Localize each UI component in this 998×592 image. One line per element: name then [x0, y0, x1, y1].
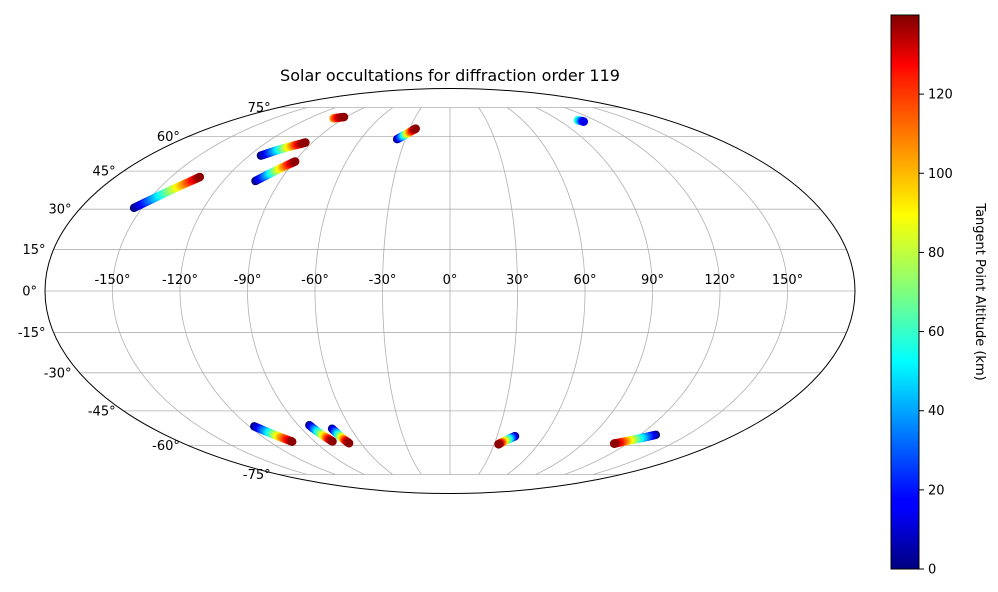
meridian-line — [478, 107, 518, 475]
colorbar-ticks: 0 20 40 60 80 100 120 — [919, 88, 953, 578]
meridian-line — [179, 107, 336, 475]
latitude-tick-label: -15° — [18, 326, 46, 341]
occultation-track — [251, 157, 300, 186]
graticule — [45, 107, 855, 475]
latitude-tick-label: -45° — [88, 404, 116, 419]
latitude-tick-label: -60° — [152, 439, 180, 454]
longitude-tick-label: -30° — [369, 273, 397, 288]
latitude-tick-label: -30° — [44, 366, 72, 381]
data-point — [494, 440, 503, 449]
meridian-line — [112, 107, 308, 475]
occultation-track — [250, 422, 297, 446]
occultation-track — [329, 112, 349, 123]
meridian-line — [535, 107, 653, 475]
map-boundary — [44, 88, 856, 494]
meridian-line — [506, 107, 586, 475]
colorbar-gradient — [890, 14, 920, 570]
latitude-tick-label: 75° — [248, 101, 271, 116]
data-point — [328, 437, 337, 446]
occultation-track — [129, 172, 205, 213]
occultation-track — [573, 116, 589, 126]
data-point — [609, 439, 619, 448]
longitude-tick-label: 90° — [641, 273, 664, 288]
data-point — [344, 439, 354, 448]
longitude-tick-label: -60° — [301, 273, 329, 288]
latitude-tick-label: 0° — [22, 285, 37, 300]
longitude-tick-label: 120° — [704, 273, 735, 288]
longitude-tick-label: 0° — [443, 273, 458, 288]
occultation-track — [327, 424, 354, 448]
latitude-tick-label: 30° — [48, 203, 71, 218]
latitude-tick-label: 15° — [23, 243, 46, 258]
longitude-tick-label: 30° — [506, 273, 529, 288]
occultation-points — [129, 112, 661, 449]
longitude-tick-label: -150° — [94, 273, 130, 288]
occultation-track — [305, 421, 337, 446]
latitude-tick-label: -75° — [243, 468, 271, 483]
latitude-tick-labels: 75° 60° 45° 30° 15° 0° -15° -30° -45° -60° -75° — [18, 101, 271, 483]
colorbar: 0 20 40 60 80 100 120 Tangent Point Altitude (… — [890, 14, 987, 578]
occultation-track — [609, 430, 661, 448]
latitude-tick-label: 45° — [93, 165, 116, 180]
data-point — [288, 437, 297, 446]
meridian-line — [382, 107, 422, 475]
colorbar-tick-label: 60 — [928, 325, 945, 340]
data-point — [339, 112, 349, 122]
longitude-tick-label: -120° — [162, 273, 198, 288]
colorbar-tick-label: 0 — [928, 563, 936, 578]
colorbar-label: Tangent Point Altitude (km) — [972, 202, 987, 380]
colorbar-tick-label: 20 — [928, 483, 945, 498]
data-point — [290, 157, 300, 166]
data-point — [195, 172, 205, 182]
occultation-track — [392, 124, 420, 144]
colorbar-tick-label: 120 — [928, 88, 953, 103]
longitude-tick-label: 60° — [573, 273, 596, 288]
colorbar-tick-label: 80 — [928, 246, 945, 261]
longitude-tick-label: 150° — [772, 273, 803, 288]
chart-title: Solar occultations for diffraction order… — [280, 66, 620, 85]
occultation-track — [494, 431, 520, 449]
latitude-tick-label: 60° — [157, 130, 180, 145]
data-point — [579, 117, 589, 126]
colorbar-tick-label: 100 — [928, 167, 953, 182]
occultation-track — [256, 138, 310, 160]
meridian-line — [314, 107, 394, 475]
meridian-line — [564, 107, 721, 475]
data-point — [411, 124, 420, 133]
colorbar-tick-label: 40 — [928, 404, 945, 419]
data-point — [301, 138, 310, 147]
longitude-tick-label: -90° — [234, 273, 262, 288]
meridian-line — [592, 107, 788, 475]
longitude-tick-labels: -150° -120° -90° -60° -30° 0° 30° 60° 90° 120° 150… — [94, 273, 803, 288]
